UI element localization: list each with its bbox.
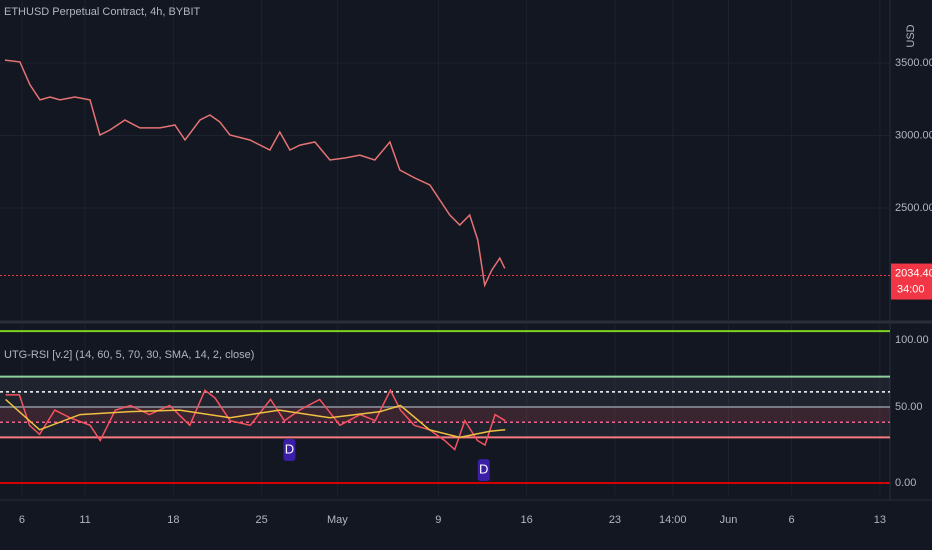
x-tick-label: 23 — [609, 514, 621, 526]
price-tag-value: 2034.40 — [895, 267, 932, 279]
x-tick-label: 6 — [789, 514, 795, 526]
x-tick-label: 6 — [19, 514, 25, 526]
price-line — [4, 59, 506, 288]
x-tick-label: 18 — [167, 514, 179, 526]
divergence-marker — [283, 439, 296, 462]
divergence-label: D — [285, 441, 294, 456]
indicator-line — [5, 388, 506, 451]
indicator-title: UTG-RSI [v.2] (14, 60, 5, 70, 30, SMA, 1… — [4, 349, 254, 361]
indicator-line — [5, 398, 506, 439]
x-tick-label: May — [327, 514, 348, 526]
y-tick-label: 2500.00 — [895, 202, 932, 214]
y-tick-label: 0.00 — [895, 477, 916, 489]
x-tick-label: 16 — [521, 514, 533, 526]
y-tick-label: 3000.00 — [895, 129, 932, 141]
x-tick-label: Jun — [720, 514, 738, 526]
divergence-label: D — [479, 462, 488, 477]
x-tick-label: 14:00 — [659, 514, 687, 526]
price-tag — [891, 263, 932, 300]
x-tick-label: 13 — [874, 514, 886, 526]
x-tick-label: 11 — [79, 514, 90, 526]
y-tick-label: 100.00 — [895, 334, 929, 346]
chart-title: ETHUSD Perpetual Contract, 4h, BYBIT — [4, 6, 201, 18]
y-tick-label: 50.00 — [895, 401, 923, 413]
x-tick-label: 9 — [435, 514, 441, 526]
y-axis-label: USD — [905, 24, 917, 47]
y-tick-label: 3500.00 — [895, 57, 932, 69]
countdown: 34:00 — [897, 283, 925, 295]
divergence-marker — [477, 459, 490, 482]
x-tick-label: 25 — [256, 514, 268, 526]
band — [0, 407, 890, 423]
